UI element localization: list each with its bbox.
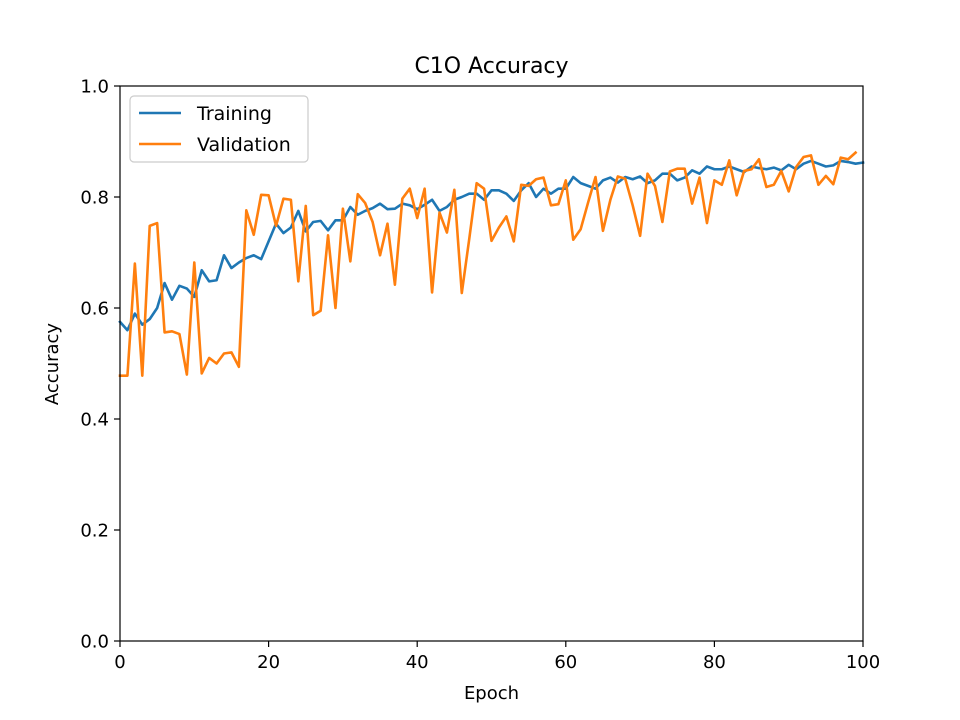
x-axis-label: Epoch: [464, 683, 519, 704]
plot-area: [118, 150, 865, 378]
x-tick-label: 60: [554, 652, 577, 673]
series-line-validation: [118, 150, 858, 378]
y-tick-label: 0.2: [80, 521, 109, 542]
chart-title: C1O Accuracy: [414, 54, 568, 79]
x-tick-label: 0: [114, 652, 125, 673]
legend: Training Validation: [129, 95, 309, 163]
legend-label-validation: Validation: [197, 134, 291, 156]
y-tick-label: 0.4: [80, 410, 109, 431]
y-tick-label: 1.0: [80, 77, 109, 98]
y-tick-label: 0.8: [80, 188, 109, 209]
legend-label-training: Training: [196, 103, 272, 125]
x-tick-label: 40: [406, 652, 429, 673]
x-tick-label: 100: [846, 652, 880, 673]
series-line-training: [118, 159, 865, 332]
x-tick-label: 20: [257, 652, 280, 673]
y-tick-label: 0.6: [80, 299, 109, 320]
plot-frame: [119, 85, 864, 642]
x-axis: 0 20 40 60 80 100: [114, 641, 880, 673]
y-axis-label: Accuracy: [42, 323, 63, 406]
y-axis: 0.0 0.2 0.4 0.6 0.8 1.0: [80, 77, 120, 653]
x-tick-label: 80: [703, 652, 726, 673]
y-tick-label: 0.0: [80, 632, 109, 653]
